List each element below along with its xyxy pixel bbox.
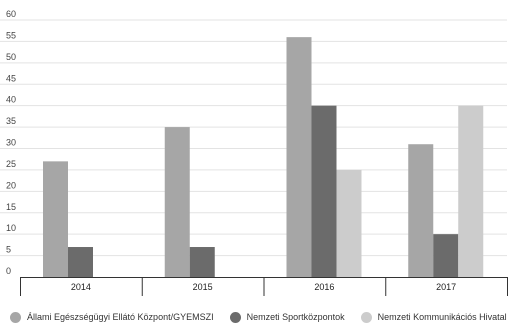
x-tick-label: 2014 [71, 282, 91, 292]
legend-swatch [229, 311, 241, 323]
legend-swatch [10, 311, 21, 323]
x-tick-label: 2015 [193, 282, 213, 292]
x-tick-label: 2016 [314, 282, 334, 292]
bar-2016-series-1 [286, 37, 312, 278]
legend-label: Állami Egészségügyi Ellátó Központ/GYEMS… [27, 312, 214, 322]
y-tick-label: 40 [6, 95, 16, 105]
legend-item: Nemzeti Sportközpontok [229, 311, 345, 323]
y-tick-label: 5 [6, 245, 11, 255]
y-tick-label: 0 [6, 266, 11, 276]
legend-item: Nemzeti Kommunikációs Hivatal [360, 311, 507, 323]
gridlines [0, 19, 507, 257]
x-axis [20, 277, 508, 296]
legend: Állami Egészségügyi Ellátó Központ/GYEMS… [0, 309, 517, 325]
legend-label: Nemzeti Kommunikációs Hivatal [377, 312, 507, 322]
y-tick-label: 10 [6, 223, 16, 233]
bar-2017-series-2 [433, 234, 459, 277]
x-axis-labels: 2014 2015 2016 2017 [71, 282, 456, 292]
y-tick-label: 25 [6, 159, 16, 169]
legend-item: Állami Egészségügyi Ellátó Központ/GYEMS… [10, 311, 214, 323]
y-tick-label: 15 [6, 202, 16, 212]
y-tick-label: 55 [6, 30, 16, 40]
bar-2016-series-3 [336, 169, 362, 277]
legend-swatch [360, 311, 372, 323]
bar-2017-series-1 [408, 144, 434, 277]
y-tick-label: 20 [6, 180, 16, 190]
bar-2015-series-1 [164, 127, 190, 277]
legend-label: Nemzeti Sportközpontok [246, 312, 345, 322]
y-tick-label: 45 [6, 73, 16, 83]
bar-2016-series-2 [311, 105, 337, 278]
y-tick-label: 35 [6, 116, 16, 126]
bar-2015-series-2 [189, 247, 215, 277]
bar-2014-series-2 [68, 247, 93, 277]
bar-2014-series-1 [43, 161, 68, 277]
bar-2017-series-3 [458, 105, 484, 278]
bars [43, 37, 484, 278]
y-tick-label: 30 [6, 138, 16, 148]
x-tick-label: 2017 [436, 282, 456, 292]
y-tick-label: 60 [6, 9, 16, 19]
y-axis-ticks: 0 5 10 15 20 25 30 35 40 45 50 55 60 [6, 9, 16, 276]
y-tick-label: 50 [6, 52, 16, 62]
